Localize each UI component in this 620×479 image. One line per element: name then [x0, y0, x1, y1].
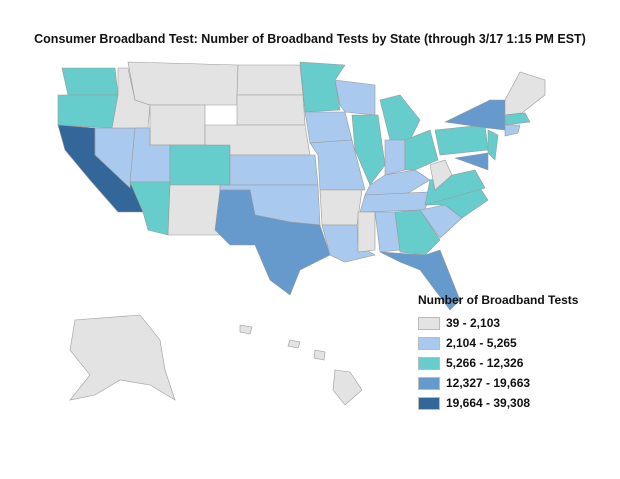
legend-label: 12,327 - 19,663 [446, 376, 531, 390]
state-id [111, 67, 151, 129]
legend: Number of Broadband Tests 39 - 2,103 2,10… [418, 293, 578, 413]
state-fl [379, 249, 461, 311]
state-nm [167, 184, 221, 236]
state-ar [319, 189, 363, 226]
state-ms [357, 211, 376, 253]
state-hi [332, 369, 363, 406]
legend-label: 39 - 2,103 [446, 316, 501, 330]
legend-swatch [418, 396, 440, 410]
state-mn [299, 61, 346, 113]
state-in [384, 139, 406, 176]
state-az [129, 181, 171, 236]
legend-label: 19,664 - 39,308 [446, 396, 531, 410]
legend-swatch [418, 336, 440, 350]
state-ga [394, 209, 441, 256]
state-ct [504, 124, 521, 137]
state-nj [487, 129, 499, 161]
legend-swatch [418, 316, 440, 330]
state-mt [127, 61, 239, 106]
state-oh [404, 129, 439, 171]
state-ma [504, 112, 531, 126]
legend-item: 12,327 - 19,663 [418, 373, 578, 393]
legend-label: 5,266 - 12,326 [446, 356, 524, 370]
state-ks [229, 154, 319, 186]
legend-item: 39 - 2,103 [418, 313, 578, 333]
state-mi [379, 94, 421, 141]
legend-label: 2,104 - 5,265 [446, 336, 517, 350]
state-wi [334, 79, 376, 116]
state-ny [443, 99, 506, 131]
legend-item: 5,266 - 12,326 [418, 353, 578, 373]
legend-title: Number of Broadband Tests [418, 293, 579, 307]
state-tn [359, 191, 431, 213]
legend-item: 19,664 - 39,308 [418, 393, 578, 413]
legend-swatch [418, 356, 440, 370]
state-hi [239, 324, 253, 335]
state-nne [504, 71, 546, 116]
state-hi [313, 349, 326, 361]
state-sd [236, 94, 306, 126]
state-ia [304, 111, 353, 144]
state-il [351, 114, 386, 186]
legend-swatch [418, 376, 440, 390]
map-title: Consumer Broadband Test: Number of Broad… [34, 32, 586, 46]
state-hi [287, 339, 301, 349]
legend-item: 2,104 - 5,265 [418, 333, 578, 353]
state-ak [69, 314, 176, 401]
state-wy [149, 104, 206, 146]
state-co [169, 144, 231, 186]
state-or [57, 94, 119, 129]
state-wv [429, 159, 453, 191]
state-pa [434, 124, 489, 156]
state-nd [236, 64, 304, 96]
state-wa [61, 67, 119, 96]
state-md [454, 152, 489, 171]
state-la [321, 224, 376, 263]
state-tx [214, 189, 331, 296]
